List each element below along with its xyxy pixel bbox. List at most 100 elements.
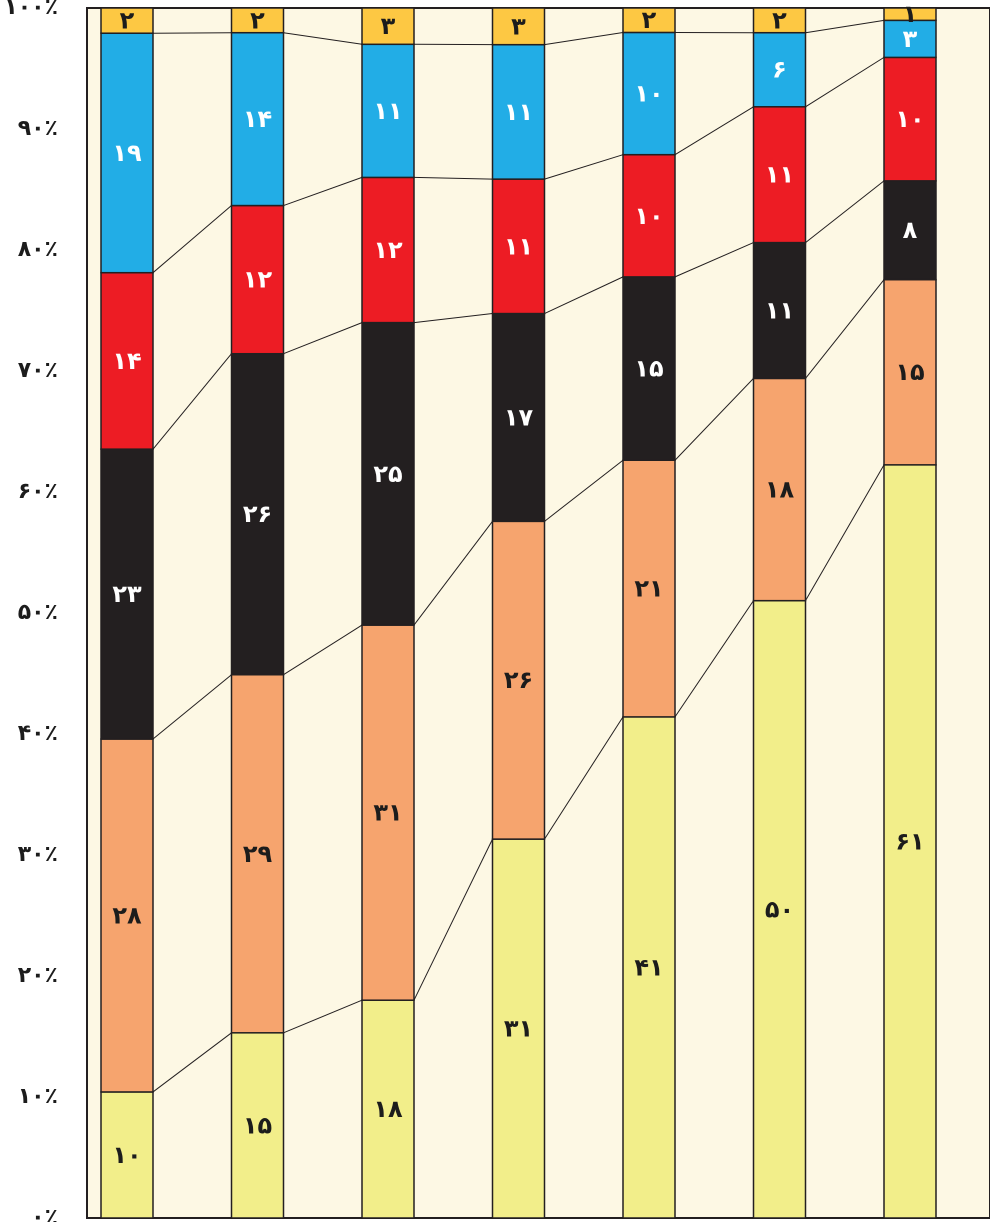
bar-segment: [622, 459, 676, 718]
bar-segment: [883, 464, 937, 1219]
data-label: ۶: [772, 56, 787, 84]
data-label: ۸: [903, 216, 918, 244]
connector-line: [544, 154, 624, 180]
bar-segment: [622, 276, 676, 461]
bar-segment: [883, 19, 937, 59]
bar-segment: [622, 153, 676, 278]
data-label: ۳: [903, 25, 918, 53]
bar-segment: [752, 106, 807, 244]
y-tick-label: ۴۰٪: [18, 721, 58, 746]
data-label: ۱۰: [895, 105, 924, 133]
data-label: ۱۵: [895, 358, 924, 386]
data-label: ۱۸: [373, 1095, 403, 1123]
data-label: ۱۱: [373, 97, 402, 125]
data-label: ۱۵: [634, 355, 663, 383]
data-label: ۲: [642, 6, 657, 34]
y-tick-label: ۱۰۰٪: [4, 0, 58, 20]
bar-segment: [752, 31, 807, 108]
bar-segment: [361, 999, 415, 1219]
data-label: ۲: [120, 7, 135, 35]
connector-line: [674, 106, 754, 156]
connector-line: [413, 838, 493, 1001]
data-labels: ۱۰۲۸۲۳۱۴۱۹۲۱۵۲۹۲۶۱۲۱۴۲۱۸۳۱۲۵۱۲۱۱۳۳۱۲۶۱۷۱…: [112, 0, 924, 1169]
bar-segment: [100, 32, 154, 274]
connector-line: [805, 56, 885, 108]
connector-line: [544, 459, 624, 522]
y-tick-label: ۲۰٪: [18, 963, 58, 988]
data-label: ۱: [903, 0, 918, 28]
data-label: ۲۳: [112, 580, 142, 608]
connector-line: [674, 600, 754, 718]
bar-segment: [883, 278, 937, 466]
data-label: ۱۱: [504, 232, 533, 260]
data-label: ۱۲: [243, 266, 273, 294]
y-tick-label: ۰٪: [31, 1205, 58, 1222]
bar-segment: [361, 7, 415, 46]
bar-segment: [361, 176, 415, 324]
data-label: ۲۶: [504, 666, 533, 694]
connector-line: [283, 322, 363, 355]
data-label: ۱۹: [112, 139, 142, 167]
bar-segment: [100, 271, 154, 450]
connector-line: [283, 176, 363, 207]
data-label: ۲۸: [112, 902, 142, 930]
bar-segment: [230, 1032, 285, 1219]
data-label: ۱۱: [765, 297, 794, 325]
data-label: ۱۱: [504, 98, 533, 126]
data-label: ۴۱: [634, 953, 663, 981]
bar-segment: [230, 352, 285, 676]
y-tick-label: ۱۰٪: [18, 1084, 58, 1109]
data-label: ۱۰: [634, 202, 663, 230]
connector-line: [805, 279, 885, 379]
data-label: ۳۱: [504, 1015, 533, 1043]
bar-segment: [230, 31, 285, 207]
data-label: ۱۴: [112, 347, 141, 375]
bar-segment: [491, 178, 546, 315]
connector-line: [152, 674, 232, 740]
bar-segment: [361, 43, 415, 179]
connector-line: [152, 353, 232, 450]
bar-segment: [100, 7, 154, 34]
data-label: ۱۴: [243, 105, 272, 133]
data-label: ۲: [250, 6, 265, 34]
data-label: ۱۲: [373, 236, 403, 264]
connector-line: [805, 180, 885, 243]
data-label: ۳: [511, 12, 526, 40]
bar-segment: [100, 738, 154, 1093]
connector-line: [805, 464, 885, 601]
bar-segment: [883, 7, 937, 22]
connector-line: [283, 999, 363, 1034]
connector-line: [283, 32, 363, 45]
bar-segment: [230, 7, 285, 34]
data-label: ۳: [381, 12, 396, 40]
data-label: ۵۰: [765, 895, 794, 923]
connector-line: [152, 32, 232, 34]
data-label: ۱۰: [112, 1141, 141, 1169]
bar-segment: [100, 1091, 154, 1219]
bar-segment: [752, 7, 807, 34]
data-label: ۱۷: [504, 403, 534, 431]
bar-segment: [491, 520, 546, 840]
data-label: ۶۱: [895, 827, 924, 855]
data-label: ۱۸: [765, 476, 795, 504]
connector-line: [283, 624, 363, 676]
connector-line: [674, 242, 754, 278]
data-label: ۱۰: [634, 80, 663, 108]
connector-line: [544, 276, 624, 315]
connector-line: [413, 521, 493, 626]
bar-segment: [622, 716, 676, 1219]
connector-line: [805, 19, 885, 34]
connector-lines: [152, 7, 885, 1093]
bars: [100, 7, 937, 1219]
data-label: ۲۱: [634, 575, 663, 603]
connector-line: [674, 378, 754, 461]
y-tick-label: ۶۰٪: [18, 479, 58, 504]
connector-line: [544, 716, 624, 840]
bar-segment: [883, 180, 937, 281]
bar-segment: [752, 241, 807, 380]
y-tick-label: ۹۰٪: [18, 116, 58, 141]
y-tick-label: ۳۰٪: [18, 842, 58, 867]
data-label: ۱۱: [765, 161, 794, 189]
